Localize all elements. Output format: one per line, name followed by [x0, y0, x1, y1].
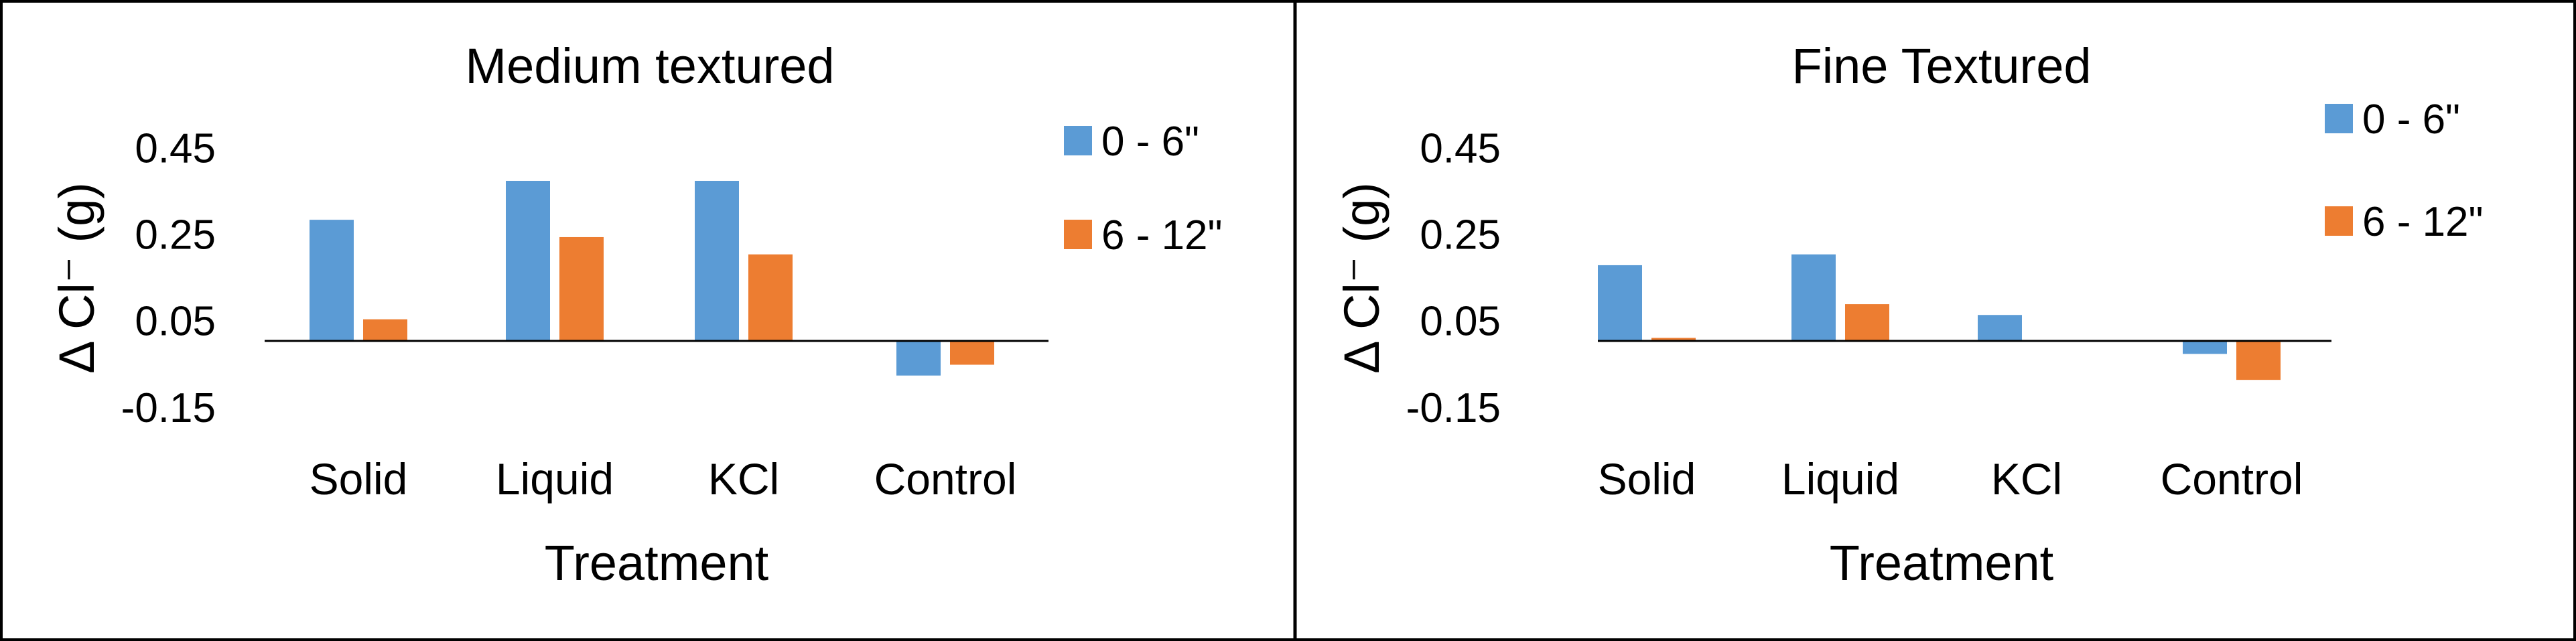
- legend-label: 6 - 12": [2362, 199, 2484, 245]
- legend-label: 6 - 12": [1101, 212, 1223, 259]
- x-axis-label: Treatment: [1830, 535, 2054, 591]
- category-label: Solid: [310, 454, 408, 504]
- legend-swatch: [1064, 220, 1092, 249]
- y-tick-labels: 0.45 0.25 0.05 -0.15: [121, 125, 216, 431]
- category-label: Liquid: [496, 454, 614, 504]
- y-axis-label: Δ Cl⁻ (g): [1334, 182, 1389, 374]
- bars: [1598, 254, 2331, 380]
- legend: 0 - 6" 6 - 12": [2325, 96, 2484, 245]
- bar-liquid-series-1: [506, 180, 550, 341]
- bar-solid-series-2: [363, 319, 407, 341]
- category-label: Solid: [1598, 454, 1696, 504]
- x-axis-label: Treatment: [545, 535, 769, 591]
- bar-kcl-series-1: [1978, 315, 2022, 341]
- bar-liquid-series-2: [559, 236, 604, 341]
- y-axis-label: Δ Cl⁻ (g): [49, 182, 105, 374]
- bar-liquid-series-2: [1845, 304, 1889, 341]
- category-label: Control: [2161, 454, 2303, 504]
- bar-solid-series-2: [1651, 338, 1696, 341]
- legend-label: 0 - 6": [1101, 119, 1199, 165]
- legend-swatch: [1064, 126, 1092, 155]
- legend-swatch: [2325, 206, 2353, 236]
- bars: [265, 180, 1048, 376]
- bar-kcl-series-1: [695, 180, 739, 341]
- chart-title: Medium textured: [465, 38, 834, 94]
- chart-title: Fine Textured: [1792, 38, 2092, 94]
- y-tick-label: -0.15: [121, 385, 216, 431]
- y-tick-label: 0.25: [135, 212, 216, 259]
- category-label: KCl: [708, 454, 779, 504]
- y-tick-label: -0.15: [1406, 385, 1501, 431]
- category-labels: Solid Liquid KCl Control: [310, 454, 1017, 504]
- y-tick-label: 0.45: [1420, 125, 1501, 171]
- bar-liquid-series-1: [1791, 254, 1836, 341]
- bar-solid-series-1: [310, 220, 354, 341]
- category-label: Liquid: [1781, 454, 1899, 504]
- legend-label: 0 - 6": [2362, 96, 2460, 143]
- bar-solid-series-1: [1598, 265, 1642, 341]
- bar-kcl-series-2: [748, 254, 793, 341]
- legend: 0 - 6" 6 - 12": [1064, 119, 1223, 259]
- bar-control-series-1: [896, 341, 941, 376]
- y-tick-labels: 0.45 0.25 0.05 -0.15: [1406, 125, 1501, 431]
- y-tick-label: 0.25: [1420, 212, 1501, 259]
- bar-control-series-1: [2183, 341, 2227, 354]
- category-labels: Solid Liquid KCl Control: [1598, 454, 2303, 504]
- category-label: KCl: [1991, 454, 2062, 504]
- chart-panel-medium: Medium textured Δ Cl⁻ (g) Treatment 0.45…: [49, 38, 1223, 591]
- y-tick-label: 0.45: [135, 125, 216, 171]
- legend-swatch: [2325, 104, 2353, 133]
- y-tick-label: 0.05: [135, 299, 216, 345]
- bar-control-series-2: [2236, 341, 2281, 380]
- y-tick-label: 0.05: [1420, 299, 1501, 345]
- bar-control-series-2: [950, 341, 994, 365]
- chart-panel-fine: Fine Textured Δ Cl⁻ (g) Treatment 0.450.…: [1334, 38, 2484, 591]
- category-label: Control: [874, 454, 1017, 504]
